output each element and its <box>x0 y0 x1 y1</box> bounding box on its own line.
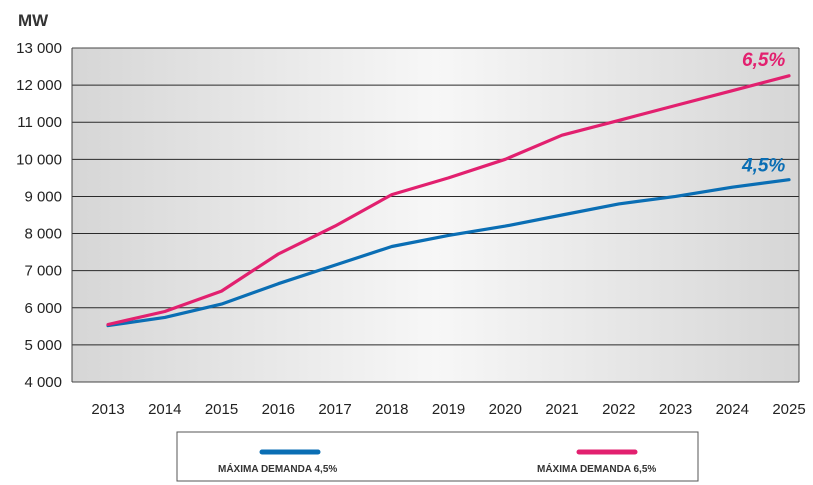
x-tick-label: 2023 <box>659 401 692 418</box>
plot-area <box>72 48 799 382</box>
y-tick-label: 7 000 <box>24 263 62 280</box>
x-tick-label: 2020 <box>489 401 522 418</box>
y-tick-label: 8 000 <box>24 226 62 243</box>
x-tick-label: 2013 <box>91 401 124 418</box>
series-lines <box>106 74 791 328</box>
y-tick-label: 12 000 <box>16 77 62 94</box>
gridlines <box>71 47 800 383</box>
x-tick-label: 2014 <box>148 401 181 418</box>
series-line-1 <box>106 74 791 327</box>
legend: MÁXIMA DEMANDA 4,5% MÁXIMA DEMANDA 6,5% <box>176 431 699 482</box>
x-tick-label: 2018 <box>375 401 408 418</box>
series-end-labels: 4,5% 6,5% <box>741 50 785 177</box>
x-tick-label: 2019 <box>432 401 465 418</box>
series-end-label-0: 4,5% <box>741 156 785 177</box>
y-tick-label: 6 000 <box>24 300 62 317</box>
y-tick-label: 5 000 <box>24 337 62 354</box>
x-axis-ticks: 2013 2014 2015 2016 2017 2018 2019 2020 2021 2022… <box>91 401 805 418</box>
x-tick-label: 2025 <box>772 401 805 418</box>
y-axis-ticks: 4 000 5 000 6 000 7 000 8 000 9 000 10 000 11 0… <box>16 40 62 391</box>
y-tick-label: 11 000 <box>17 114 62 131</box>
y-tick-label: 13 000 <box>16 40 62 57</box>
y-tick-label: 10 000 <box>16 151 62 168</box>
legend-label-4-5: MÁXIMA DEMANDA 4,5% <box>218 462 337 475</box>
x-tick-label: 2024 <box>716 401 749 418</box>
x-tick-label: 2022 <box>602 401 635 418</box>
x-tick-label: 2021 <box>545 401 578 418</box>
series-line-0 <box>106 178 791 328</box>
x-tick-label: 2017 <box>318 401 351 418</box>
y-axis-unit-label: MW <box>18 11 49 30</box>
legend-box <box>176 431 699 482</box>
x-tick-label: 2015 <box>205 401 238 418</box>
y-tick-label: 4 000 <box>24 374 62 391</box>
series-end-label-1: 6,5% <box>742 50 785 71</box>
x-tick-label: 2016 <box>262 401 295 418</box>
legend-label-6-5: MÁXIMA DEMANDA 6,5% <box>537 462 656 475</box>
y-tick-label: 9 000 <box>24 188 62 205</box>
